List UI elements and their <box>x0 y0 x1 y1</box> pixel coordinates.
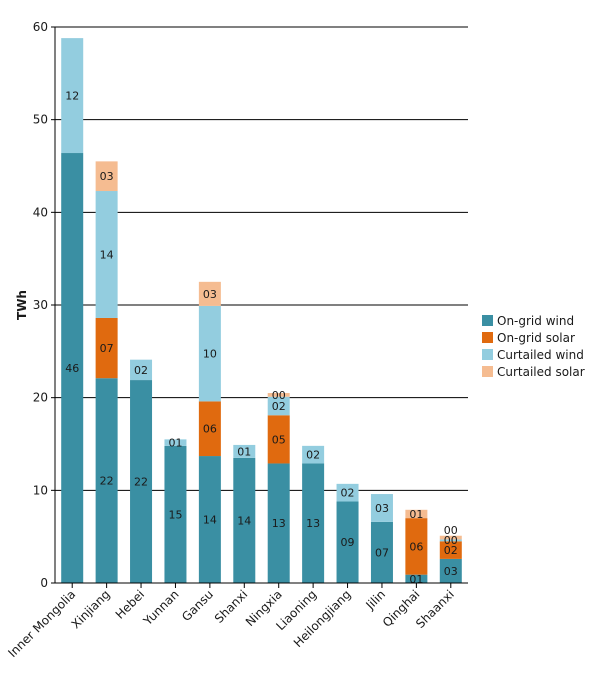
legend-label: Curtailed solar <box>497 365 585 379</box>
data-label: 05 <box>272 433 286 446</box>
bar-segment <box>130 359 153 381</box>
data-label: 09 <box>341 536 355 549</box>
legend-swatch <box>482 332 493 343</box>
bar-segment <box>267 396 290 416</box>
data-label: 01 <box>237 445 251 458</box>
y-tick-label: 60 <box>33 20 48 34</box>
bar-segment <box>164 439 187 446</box>
data-label: 14 <box>100 248 114 261</box>
bar-segment <box>370 494 393 522</box>
bar-segment <box>405 518 428 575</box>
bar-segment <box>405 509 428 519</box>
gridlines <box>55 26 468 584</box>
bar-segment <box>267 393 290 397</box>
data-label: 02 <box>341 487 355 500</box>
bar-segment <box>198 281 221 306</box>
bar-segment <box>439 558 462 583</box>
y-tick-label: 10 <box>33 483 48 497</box>
bar-segment <box>198 456 221 583</box>
data-label: 15 <box>168 508 182 521</box>
y-tick-label: 50 <box>33 113 48 127</box>
bar-segment <box>439 539 462 542</box>
bar-segment <box>267 415 290 464</box>
bar-segment <box>95 378 118 583</box>
y-tick-label: 0 <box>40 576 48 590</box>
legend: On-grid wind On-grid solar Curtailed wind C… <box>482 314 585 379</box>
x-tick-label: Xinjiang <box>69 587 113 631</box>
bar-segment <box>267 463 290 583</box>
bar-segment <box>164 445 187 583</box>
data-label: 00 <box>272 389 286 402</box>
x-tick-label: Yunnan <box>140 587 182 629</box>
data-label: 13 <box>306 517 320 530</box>
data-label: 22 <box>100 475 114 488</box>
data-label: 12 <box>65 90 79 103</box>
bar-segment <box>336 483 359 502</box>
x-tick-label: Shaanxi <box>413 587 457 631</box>
bar-segment <box>439 541 462 559</box>
bar-segment <box>302 445 325 464</box>
x-tick-label: Inner Mongolia <box>5 587 78 660</box>
bar-segment <box>130 380 153 583</box>
data-label: 07 <box>100 342 114 355</box>
data-label: 14 <box>237 514 251 527</box>
data-label: 03 <box>203 288 217 301</box>
data-label: 03 <box>444 565 458 578</box>
data-label: 03 <box>100 170 114 183</box>
bar-segment <box>439 535 462 540</box>
legend-label: Curtailed wind <box>497 348 584 362</box>
legend-swatch <box>482 366 493 377</box>
legend-swatch <box>482 315 493 326</box>
bar-segment <box>233 457 256 583</box>
bar-segment <box>61 153 84 583</box>
data-label: 02 <box>306 449 320 462</box>
data-label: 03 <box>375 502 389 515</box>
y-tick-label: 20 <box>33 391 48 405</box>
data-label: 46 <box>65 362 79 375</box>
bar-segment <box>336 501 359 583</box>
x-tick-label: Jilin <box>363 587 389 613</box>
bar-segment <box>61 38 84 154</box>
data-label: 13 <box>272 517 286 530</box>
bar-segment <box>370 521 393 583</box>
data-label: 14 <box>203 514 217 527</box>
y-tick-label: 40 <box>33 205 48 219</box>
data-label: 22 <box>134 476 148 489</box>
bar-segment <box>95 191 118 318</box>
bar-segment <box>95 317 118 379</box>
x-tick-label: Gansu <box>179 587 216 624</box>
bar-segment <box>233 444 256 458</box>
bar-segment <box>95 161 118 192</box>
bars: 4612220714032202150114061003140113050200… <box>61 38 462 586</box>
data-label: 10 <box>203 348 217 361</box>
bar-segment <box>198 401 221 457</box>
bar-segment <box>302 463 325 583</box>
y-tick-label: 30 <box>33 298 48 312</box>
legend-label: On-grid solar <box>497 331 575 345</box>
data-label: 02 <box>134 364 148 377</box>
data-label: 06 <box>203 423 217 436</box>
data-label: 06 <box>409 540 423 553</box>
data-label: 01 <box>409 508 423 521</box>
data-label: 07 <box>375 546 389 559</box>
legend-swatch <box>482 349 493 360</box>
data-label: 02 <box>272 400 286 413</box>
data-label: 00 <box>444 524 458 537</box>
data-label: 01 <box>168 437 182 450</box>
bar-segment <box>198 305 221 402</box>
y-axis-title: TWh <box>15 290 29 320</box>
data-label: 00 <box>444 534 458 547</box>
legend-label: On-grid wind <box>497 314 574 328</box>
data-label: 02 <box>444 544 458 557</box>
bar-segment <box>405 574 428 583</box>
